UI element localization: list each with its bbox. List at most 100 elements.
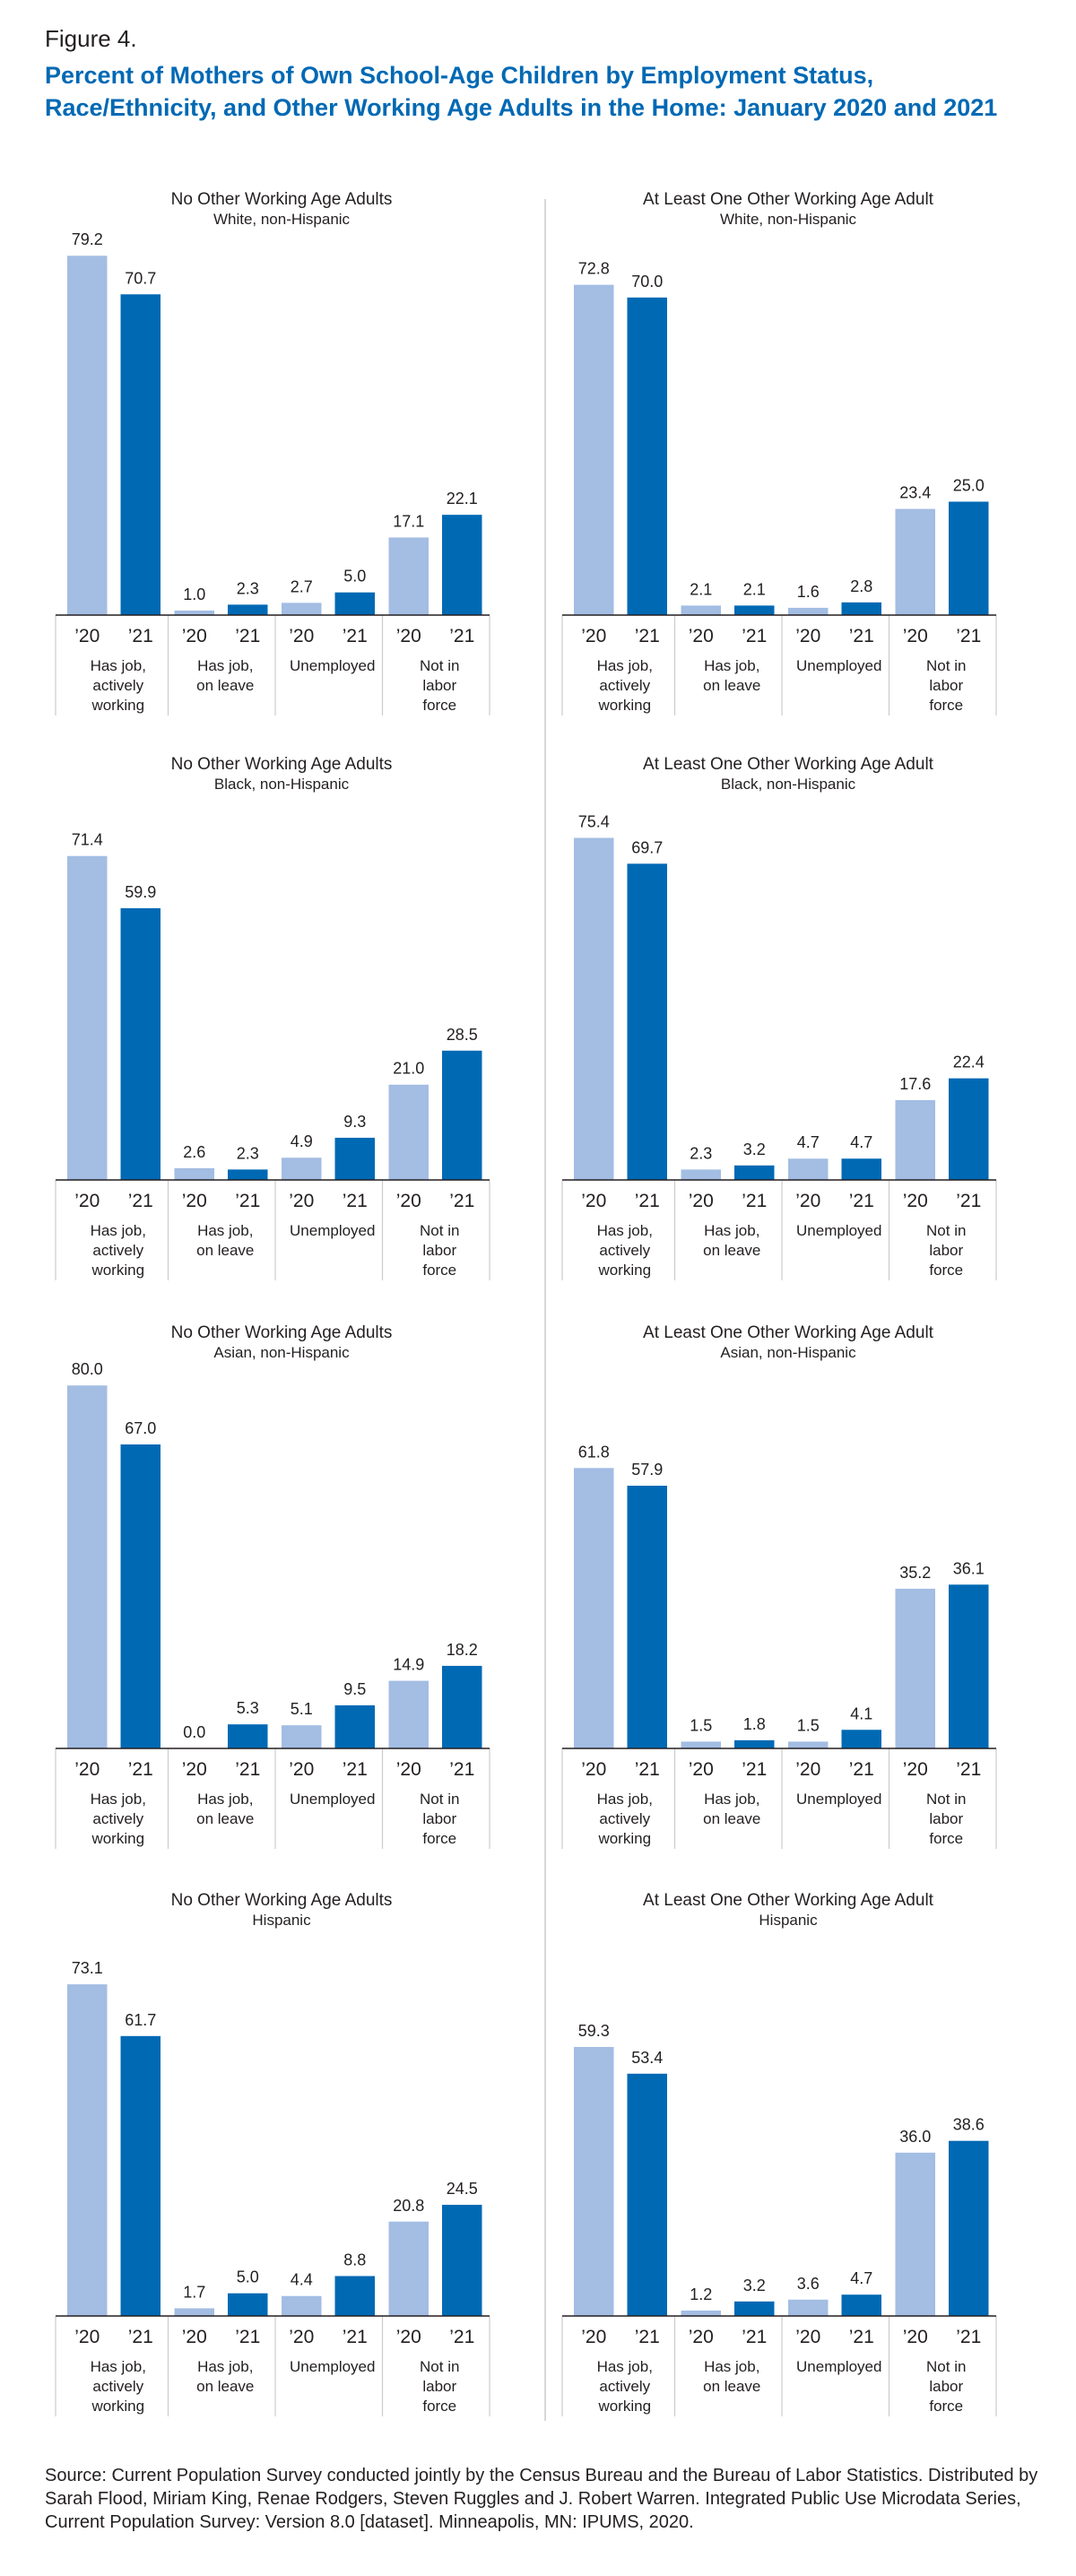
category-label: Has job, xyxy=(91,657,146,674)
category-label: Has job, xyxy=(197,2358,253,2375)
category-label: on leave xyxy=(196,2378,254,2395)
category-label: force xyxy=(422,1830,456,1847)
chart-subtitle: Hispanic xyxy=(759,1912,818,1929)
chart-panel-4: At Least One Other Working Age Adult Blac… xyxy=(561,755,997,1280)
data-label: 38.6 xyxy=(953,2116,985,2134)
data-label: 57.9 xyxy=(631,1461,663,1479)
bar xyxy=(228,1724,268,1748)
category-label: Not in xyxy=(420,1222,459,1239)
x-tick-label: ’21 xyxy=(742,1759,767,1780)
bar xyxy=(334,592,375,615)
figure-label: Figure 4. xyxy=(45,25,137,52)
data-label: 22.1 xyxy=(447,490,478,507)
category-label: Has job, xyxy=(91,1222,146,1239)
x-tick-label: ’20 xyxy=(581,626,606,646)
chart-panel-8: At Least One Other Working Age Adult Hisp… xyxy=(561,1891,997,2416)
category-label: labor xyxy=(929,1810,963,1827)
bar xyxy=(442,515,482,615)
data-label: 20.8 xyxy=(393,2197,424,2215)
data-label: 69.7 xyxy=(631,838,663,856)
data-label: 21.0 xyxy=(393,1060,424,1078)
bar xyxy=(120,294,161,615)
data-label: 67.0 xyxy=(125,1419,156,1437)
data-label: 28.5 xyxy=(447,1026,478,1044)
bar xyxy=(174,1167,214,1180)
data-label: 1.7 xyxy=(183,2283,205,2301)
chart-subtitle: White, non-Hispanic xyxy=(213,211,351,228)
x-tick-label: ’21 xyxy=(449,1759,474,1780)
data-label: 25.0 xyxy=(953,477,985,495)
category-label: force xyxy=(929,697,963,714)
bar xyxy=(67,1984,108,2316)
x-tick-label: ’21 xyxy=(235,1191,260,1211)
bar xyxy=(282,603,322,615)
chart-grid: No Other Working Age Adults White, non-Hi… xyxy=(55,190,997,2421)
x-tick-label: ’20 xyxy=(396,2327,421,2347)
data-label: 71.4 xyxy=(72,831,103,849)
category-label: Has job, xyxy=(197,1222,253,1239)
x-tick-label: ’21 xyxy=(343,2327,368,2347)
data-label: 1.8 xyxy=(743,1715,766,1733)
bar xyxy=(788,1741,829,1748)
bar xyxy=(574,837,614,1180)
bar xyxy=(627,1486,667,1748)
x-tick-label: ’21 xyxy=(956,626,981,646)
x-tick-label: ’21 xyxy=(128,1191,153,1211)
bar xyxy=(334,1704,375,1748)
x-tick-label: ’21 xyxy=(956,1191,981,1211)
chart-subtitle: Hispanic xyxy=(252,1912,311,1929)
data-label: 8.8 xyxy=(343,2251,366,2268)
x-tick-label: ’20 xyxy=(689,626,714,646)
category-label: Has job, xyxy=(597,657,653,674)
category-label: Not in xyxy=(420,2358,459,2375)
category-label: Unemployed xyxy=(796,1791,881,1808)
data-label: 2.1 xyxy=(690,580,712,598)
category-label: force xyxy=(929,1262,963,1279)
bar xyxy=(388,1084,429,1180)
category-label: force xyxy=(422,2398,456,2415)
bar xyxy=(574,1468,614,1748)
x-tick-label: ’21 xyxy=(235,2327,260,2347)
x-tick-label: ’21 xyxy=(449,626,474,646)
x-tick-label: ’20 xyxy=(289,1759,314,1780)
chart-title: No Other Working Age Adults xyxy=(171,1891,393,1910)
bar xyxy=(282,1158,322,1180)
bar xyxy=(949,1584,989,1748)
data-label: 3.2 xyxy=(743,1141,766,1158)
category-label: force xyxy=(929,2398,963,2415)
data-label: 14.9 xyxy=(393,1656,424,1674)
data-label: 17.6 xyxy=(899,1075,931,1093)
data-label: 36.1 xyxy=(953,1559,985,1577)
bar xyxy=(734,2301,775,2316)
category-label: working xyxy=(91,2398,144,2415)
chart-panel-1: No Other Working Age Adults White, non-Hi… xyxy=(55,190,490,716)
x-tick-label: ’21 xyxy=(235,1759,260,1780)
x-tick-label: ’21 xyxy=(849,1191,874,1211)
bar xyxy=(895,1099,935,1180)
x-tick-label: ’21 xyxy=(343,626,368,646)
category-label: working xyxy=(91,697,144,714)
chart-panel-3: No Other Working Age Adults Black, non-Hi… xyxy=(55,755,490,1280)
category-label: labor xyxy=(929,1242,963,1259)
category-label: Not in xyxy=(926,657,966,674)
data-label: 53.4 xyxy=(631,2049,663,2067)
chart-subtitle: Black, non-Hispanic xyxy=(721,776,856,793)
data-label: 2.3 xyxy=(237,579,259,597)
category-label: actively xyxy=(599,2378,650,2395)
data-label: 70.0 xyxy=(631,273,663,291)
bar xyxy=(681,1741,721,1748)
category-label: Has job, xyxy=(597,2358,653,2375)
x-tick-label: ’21 xyxy=(128,626,153,646)
bar xyxy=(174,2308,214,2316)
data-label: 1.6 xyxy=(797,583,820,601)
category-label: Has job, xyxy=(91,1791,146,1808)
bar xyxy=(574,2046,614,2316)
x-tick-label: ’21 xyxy=(635,2327,660,2347)
bar xyxy=(120,1444,161,1748)
chart-panel-2: At Least One Other Working Age Adult Whit… xyxy=(561,190,997,716)
x-tick-label: ’21 xyxy=(235,626,260,646)
chart-title: At Least One Other Working Age Adult xyxy=(643,190,934,209)
x-tick-label: ’20 xyxy=(795,1191,820,1211)
data-label: 23.4 xyxy=(899,484,931,502)
category-label: actively xyxy=(92,1810,143,1827)
